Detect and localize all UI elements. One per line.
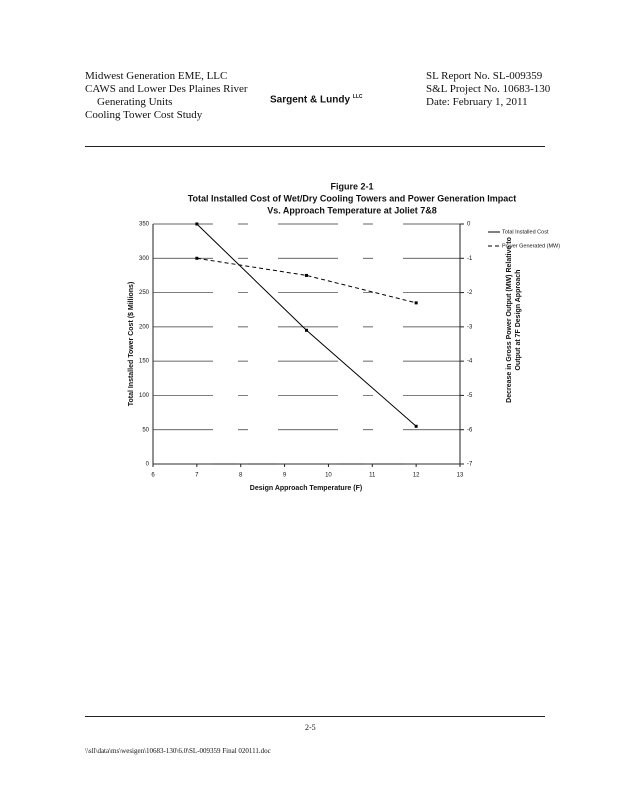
series-line (196, 223, 417, 427)
marker (414, 424, 418, 428)
y-tick-label: 350 (139, 222, 150, 228)
y-axis-label: Total Installed Tower Cost ($ Millions) (128, 282, 135, 407)
y2-axis-label-box: Decrease in Gross Power Output (MW) Rela… (506, 237, 522, 403)
y-tick-label: 300 (139, 256, 150, 262)
marker (414, 301, 418, 305)
x-tick-label: 10 (325, 473, 332, 479)
header-right: S&L Project No. 10683-130 (426, 83, 551, 95)
page-number: 2-5 (305, 723, 316, 732)
legend-label: Total Installed Cost (502, 229, 549, 235)
y-tick-label: 200 (139, 324, 150, 330)
header-right: SL Report No. SL-009359 (426, 70, 543, 82)
y2-tick-label: -5 (467, 393, 473, 399)
x-tick-label: 9 (283, 473, 287, 479)
marker (195, 222, 199, 226)
header-left: Generating Units (97, 96, 173, 108)
y-tick-label: 150 (139, 359, 150, 365)
y-tick-label: 50 (142, 427, 149, 433)
y2-tick-label: -7 (467, 462, 473, 468)
legend-label: Power Generated (MW) (502, 243, 560, 249)
x-axis-label: Design Approach Temperature (F) (250, 485, 362, 492)
figure-label: Figure 2-1 (330, 181, 373, 191)
y2-tick-label: -4 (467, 359, 473, 365)
y2-tick-label: 0 (467, 222, 471, 228)
header-left: Cooling Tower Cost Study (85, 109, 203, 121)
header-rule (85, 146, 545, 147)
y2-tick-label: -3 (467, 324, 473, 330)
x-tick-label: 13 (457, 473, 464, 479)
marker (305, 328, 308, 332)
y2-axis-label: Decrease in Gross Power Output (MW) Rela… (506, 237, 522, 403)
y-tick-label: 250 (139, 290, 150, 296)
chart-subtitle: Vs. Approach Temperature at Joliet 7&8 (267, 205, 437, 215)
x-tick-label: 8 (239, 473, 243, 479)
marker (195, 256, 199, 260)
logo: Sargent & Lundy LLC (270, 91, 363, 106)
chart-title: Total Installed Cost of Wet/Dry Cooling … (188, 193, 517, 203)
x-tick-label: 11 (369, 473, 376, 479)
y2-tick-label: -1 (467, 256, 473, 262)
footer-rule (85, 716, 545, 717)
x-tick-label: 7 (195, 473, 199, 479)
marker (305, 273, 308, 277)
y-tick-label: 100 (139, 393, 150, 399)
logo-text: Sargent & Lundy (270, 94, 351, 106)
logo-mark: LLC (352, 94, 363, 100)
header-right: Date: February 1, 2011 (426, 96, 528, 108)
x-tick-label: 6 (151, 473, 155, 479)
y2-tick-label: -6 (467, 427, 473, 433)
chart: Figure 2-1 Total Installed Cost of Wet/D… (128, 181, 560, 492)
y2-tick-label: -2 (467, 290, 473, 296)
x-tick-label: 12 (413, 473, 420, 479)
y-tick-label: 0 (146, 462, 150, 468)
file-path: \\sll\data\ms\wesigen\10683-130\6.0\SL-0… (85, 747, 271, 755)
header-left: Midwest Generation EME, LLC (85, 70, 228, 82)
header-left: CAWS and Lower Des Plaines River (85, 83, 248, 95)
series-line (196, 257, 417, 304)
